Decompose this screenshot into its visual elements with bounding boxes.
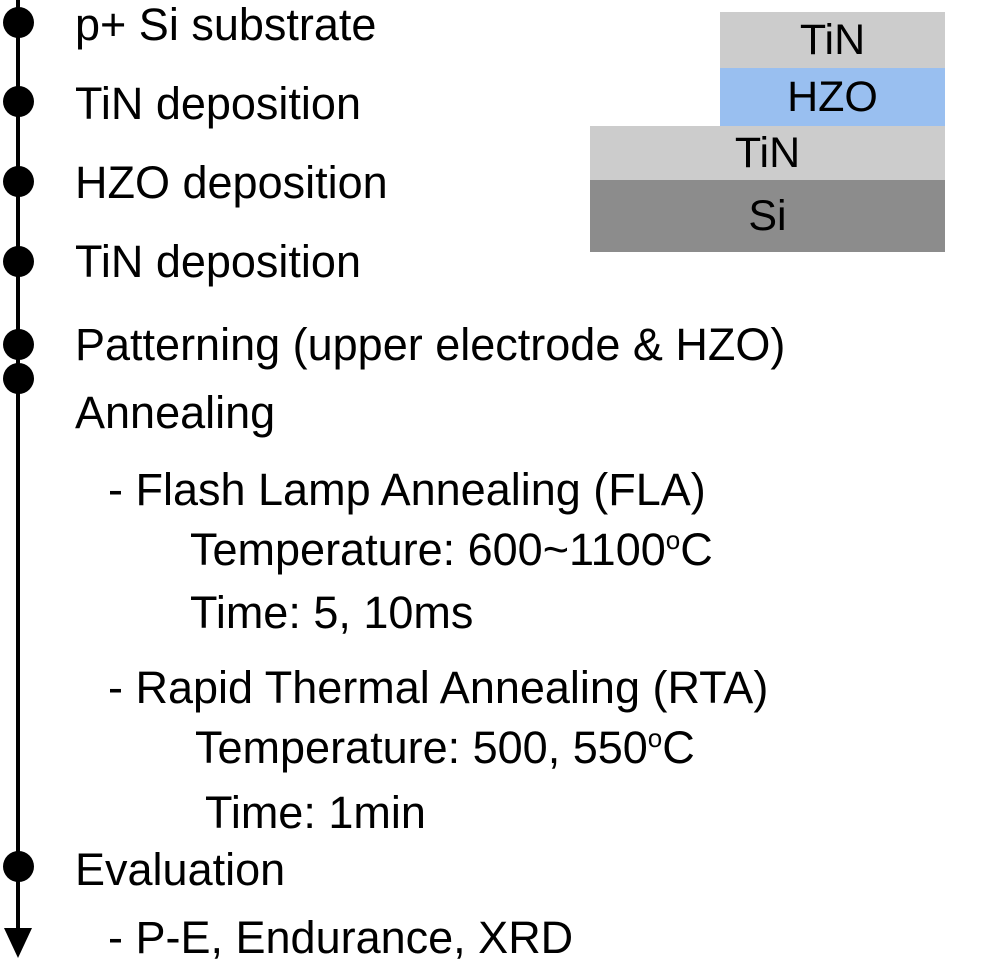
layer-si: Si [590, 180, 945, 252]
step-substrate: p+ Si substrate [75, 0, 377, 50]
layer-bottom-tin: TiN [590, 126, 945, 180]
fla-temperature: Temperature: 600~1100oC [190, 525, 713, 581]
temp-unit: C [662, 722, 695, 773]
step-evaluation: Evaluation [75, 844, 286, 895]
timeline-line [16, 0, 20, 935]
step-patterning: Patterning (upper electrode & HZO) [75, 319, 786, 370]
rta-temperature-value: Temperature: 500, 550 [195, 722, 648, 773]
fla-time: Time: 5, 10ms [190, 587, 474, 638]
fla-temperature-value: Temperature: 600~1100 [190, 524, 666, 575]
step-dot [3, 851, 34, 882]
step-hzo-deposition: HZO deposition [75, 157, 388, 208]
rta-title: - Rapid Thermal Annealing (RTA) [108, 662, 769, 713]
layer-hzo: HZO [720, 68, 945, 127]
step-tin-deposition-2: TiN deposition [75, 236, 361, 287]
degree-symbol: o [647, 723, 663, 753]
step-tin-deposition-1: TiN deposition [75, 78, 361, 129]
fla-title: - Flash Lamp Annealing (FLA) [108, 464, 706, 515]
rta-temperature: Temperature: 500, 550oC [195, 723, 695, 779]
step-dot [3, 246, 34, 277]
step-dot [3, 7, 34, 38]
step-dot [3, 86, 34, 117]
arrow-down-icon [4, 928, 32, 958]
layer-top-tin: TiN [720, 12, 945, 68]
step-dot [3, 166, 34, 197]
step-dot [3, 329, 34, 360]
step-dot [3, 363, 34, 394]
step-annealing: Annealing [75, 387, 276, 438]
rta-time: Time: 1min [205, 787, 426, 838]
degree-symbol: o [665, 525, 681, 555]
temp-unit: C [680, 524, 713, 575]
evaluation-items: - P-E, Endurance, XRD [108, 912, 574, 963]
